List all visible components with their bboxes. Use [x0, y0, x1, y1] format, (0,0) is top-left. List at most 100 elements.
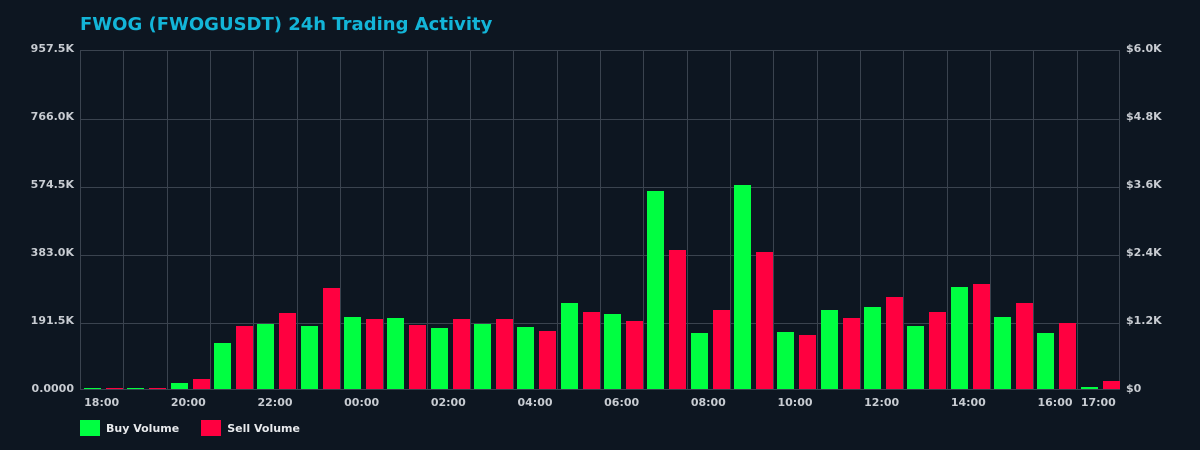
sell-bar[interactable] [366, 319, 383, 389]
buy-bar[interactable] [994, 316, 1011, 389]
v-gridline [556, 51, 558, 389]
x-tick: 22:00 [257, 396, 293, 409]
legend: Buy Volume Sell Volume [80, 420, 300, 436]
x-tick: 02:00 [430, 396, 466, 409]
sell-bar[interactable] [756, 251, 773, 389]
sell-bar[interactable] [712, 310, 730, 389]
buy-bar[interactable] [84, 388, 101, 389]
v-gridline [816, 51, 818, 389]
v-gridline [426, 51, 428, 389]
v-gridline [513, 51, 515, 389]
sell-bar[interactable] [236, 326, 253, 389]
buy-bar[interactable] [344, 316, 361, 389]
sell-bar[interactable] [322, 288, 340, 389]
buy-bar[interactable] [734, 185, 751, 389]
buy-bar[interactable] [690, 333, 708, 389]
v-gridline [296, 51, 298, 389]
sell-bar[interactable] [1016, 302, 1033, 389]
right-y-tick: $6.0K [1126, 42, 1162, 55]
legend-item-sell[interactable]: Sell Volume [201, 420, 300, 436]
sell-bar[interactable] [972, 284, 990, 389]
left-y-tick: 191.5K [30, 314, 74, 327]
sell-bar[interactable] [1102, 381, 1120, 389]
v-gridline [166, 51, 168, 389]
buy-bar[interactable] [430, 327, 448, 389]
buy-bar[interactable] [604, 314, 621, 389]
left-y-tick: 957.5K [30, 42, 74, 55]
buy-swatch-icon [80, 420, 100, 436]
buy-bar[interactable] [517, 326, 535, 389]
sell-bar[interactable] [626, 321, 643, 389]
right-y-tick: $2.4K [1126, 246, 1162, 259]
x-tick: 18:00 [84, 396, 120, 409]
v-gridline [1076, 51, 1078, 389]
v-gridline [990, 51, 991, 389]
v-gridline [686, 51, 688, 389]
v-gridline [730, 51, 731, 389]
left-y-tick: 383.0K [30, 246, 74, 259]
sell-bar[interactable] [409, 325, 427, 389]
right-y-tick: $3.6K [1126, 178, 1162, 191]
buy-bar[interactable] [777, 332, 795, 389]
sell-bar[interactable] [279, 313, 297, 389]
v-gridline [643, 51, 645, 389]
x-tick: 04:00 [517, 396, 553, 409]
v-gridline [903, 51, 905, 389]
legend-item-buy[interactable]: Buy Volume [80, 420, 179, 436]
buy-bar[interactable] [1080, 387, 1098, 389]
sell-bar[interactable] [452, 319, 470, 389]
v-gridline [946, 51, 948, 389]
buy-bar[interactable] [170, 382, 188, 389]
x-tick: 10:00 [777, 396, 813, 409]
buy-bar[interactable] [300, 326, 318, 389]
sell-bar[interactable] [929, 312, 947, 389]
right-y-tick: $0 [1126, 382, 1142, 395]
legend-label-buy: Buy Volume [106, 421, 180, 435]
buy-bar[interactable] [474, 324, 491, 389]
buy-bar[interactable] [950, 287, 968, 389]
buy-bar[interactable] [214, 343, 231, 389]
buy-bar[interactable] [257, 324, 275, 389]
sell-bar[interactable] [886, 296, 903, 389]
buy-bar[interactable] [560, 303, 578, 389]
v-gridline [470, 51, 471, 389]
left-y-tick: 574.5K [30, 178, 74, 191]
right-y-tick: $1.2K [1126, 314, 1162, 327]
buy-bar[interactable] [1037, 333, 1055, 389]
v-gridline [600, 51, 601, 389]
x-tick: 16:00 [1037, 396, 1073, 409]
sell-bar[interactable] [799, 335, 817, 389]
right-y-tick: $4.8K [1126, 110, 1162, 123]
buy-bar[interactable] [647, 191, 665, 389]
v-gridline [773, 51, 775, 389]
sell-bar[interactable] [192, 379, 210, 389]
x-tick: 06:00 [604, 396, 640, 409]
chart-title: FWOG (FWOGUSDT) 24h Trading Activity [80, 14, 493, 35]
plot-area [80, 50, 1120, 390]
sell-bar[interactable] [539, 330, 557, 389]
buy-bar[interactable] [820, 310, 838, 389]
legend-label-sell: Sell Volume [227, 421, 300, 435]
v-gridline [123, 51, 125, 389]
sell-bar[interactable] [582, 312, 600, 389]
sell-bar[interactable] [1059, 322, 1077, 389]
v-gridline [383, 51, 385, 389]
sell-bar[interactable] [149, 387, 167, 389]
buy-bar[interactable] [907, 326, 925, 389]
buy-bar[interactable] [127, 388, 145, 389]
v-gridline [210, 51, 211, 389]
sell-bar[interactable] [842, 318, 860, 389]
v-gridline [860, 51, 861, 389]
x-tick: 14:00 [950, 396, 986, 409]
buy-bar[interactable] [387, 317, 405, 389]
left-y-tick: 0.0000 [31, 382, 74, 395]
sell-swatch-icon [201, 420, 222, 436]
buy-bar[interactable] [864, 306, 881, 389]
v-gridline [340, 51, 341, 389]
v-gridline [1033, 51, 1035, 389]
sell-bar[interactable] [496, 319, 513, 389]
v-gridline [253, 51, 255, 389]
sell-bar[interactable] [669, 250, 687, 389]
x-tick: 17:00 [1080, 396, 1116, 409]
sell-bar[interactable] [106, 387, 123, 389]
